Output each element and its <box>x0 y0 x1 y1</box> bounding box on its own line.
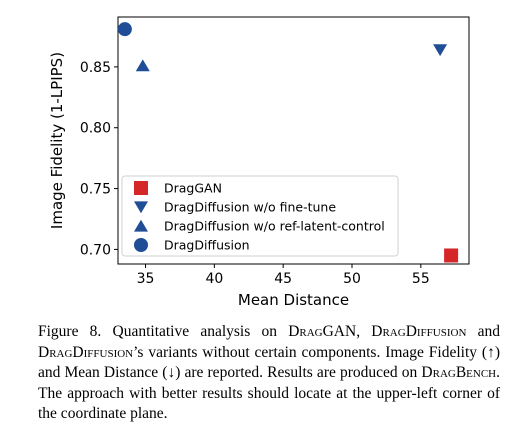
data-point-triangle-up <box>135 59 150 72</box>
y-tick-label: 0.75 <box>80 182 111 198</box>
caption-text-4: ’s variants without certain components. … <box>38 343 500 382</box>
data-point-triangle-down <box>433 44 448 57</box>
caption-text-3: and <box>466 323 500 340</box>
data-point-square <box>444 248 459 263</box>
x-axis-label: Mean Distance <box>238 291 349 309</box>
caption-draggan: DragGAN <box>288 323 357 340</box>
data-point-circle <box>117 22 132 37</box>
legend-marker-triangle-down <box>134 201 148 214</box>
y-tick-label: 0.70 <box>80 242 111 258</box>
caption-text-5: . The approach with better results shoul… <box>38 364 500 422</box>
x-tick-label: 50 <box>343 271 361 287</box>
legend-marker-triangle-up <box>134 219 148 232</box>
legend-label: DragDiffusion w/o ref-latent-control <box>164 219 385 234</box>
figure-caption: Figure 8. Quantitative analysis on DragG… <box>38 322 500 425</box>
x-tick-label: 45 <box>274 271 292 287</box>
x-tick-label: 40 <box>205 271 223 287</box>
legend-label: DragDiffusion w/o fine-tune <box>164 200 336 215</box>
caption-dragdiffusion-1: DragDiffusion <box>371 323 467 340</box>
scatter-chart: 35 40 45 50 55 0.70 0.75 0.80 0.85 DragGAN DragD… <box>48 16 470 309</box>
y-axis-label: Image Fidelity (1-LPIPS) <box>48 52 66 229</box>
caption-text-2: , <box>356 323 372 340</box>
legend-marker-square <box>134 181 148 195</box>
x-tick-label: 35 <box>137 271 155 287</box>
caption-dragdiffusion-2: DragDiffusion <box>38 343 134 361</box>
legend-label: DragDiffusion <box>164 238 250 253</box>
legend-label: DragGAN <box>164 181 222 196</box>
y-tick-label: 0.80 <box>80 121 111 137</box>
legend-marker-circle <box>134 238 148 252</box>
y-tick-label: 0.85 <box>80 60 111 76</box>
chart-legend: DragGAN DragDiffusion w/o fine-tune DragDi… <box>121 175 399 257</box>
caption-text-1: Figure 8. Quantitative analysis on <box>38 323 289 340</box>
caption-dragbench: DragBench <box>421 364 497 381</box>
x-tick-label: 55 <box>412 271 430 287</box>
